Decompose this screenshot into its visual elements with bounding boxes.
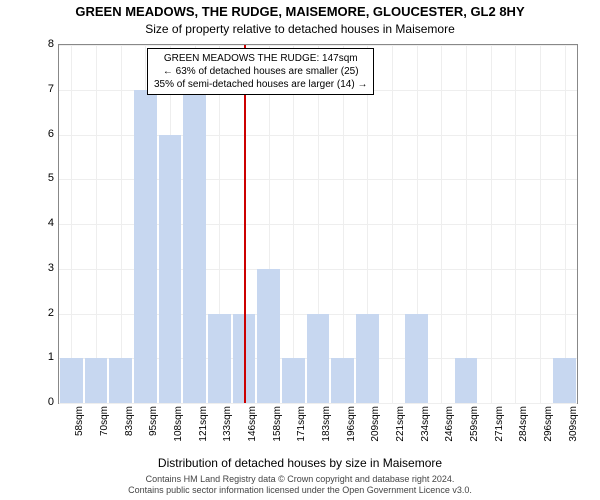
x-tick: 183sqm (321, 406, 332, 442)
bar (282, 358, 305, 403)
x-tick: 209sqm (370, 406, 381, 442)
bar (553, 358, 576, 403)
x-tick: 271sqm (494, 406, 505, 442)
bars (59, 45, 577, 403)
x-tick: 309sqm (568, 406, 579, 442)
y-tick: 5 (34, 172, 54, 184)
x-tick: 296sqm (543, 406, 554, 442)
x-tick: 221sqm (395, 406, 406, 442)
y-tick: 6 (34, 128, 54, 140)
y-tick: 7 (34, 83, 54, 95)
x-tick: 83sqm (124, 406, 135, 436)
bar (60, 358, 83, 403)
x-tick: 95sqm (148, 406, 159, 436)
chart-title: GREEN MEADOWS, THE RUDGE, MAISEMORE, GLO… (0, 4, 600, 19)
x-tick: 133sqm (222, 406, 233, 442)
annotation-box: GREEN MEADOWS THE RUDGE: 147sqm ← 63% of… (147, 48, 374, 95)
chart-container: GREEN MEADOWS, THE RUDGE, MAISEMORE, GLO… (0, 0, 600, 500)
bar (307, 314, 330, 404)
bar (455, 358, 478, 403)
y-tick: 0 (34, 396, 54, 408)
y-tick: 8 (34, 38, 54, 50)
y-ticks: 012345678 (34, 44, 54, 404)
x-tick: 70sqm (99, 406, 110, 436)
bar (109, 358, 132, 403)
bar (208, 314, 231, 404)
x-tick: 158sqm (272, 406, 283, 442)
x-tick: 284sqm (518, 406, 529, 442)
x-axis-label: Distribution of detached houses by size … (0, 456, 600, 470)
chart-subtitle: Size of property relative to detached ho… (0, 22, 600, 36)
x-tick: 234sqm (420, 406, 431, 442)
bar (405, 314, 428, 404)
bar (356, 314, 379, 404)
annotation-line2: ← 63% of detached houses are smaller (25… (154, 65, 367, 78)
x-tick: 146sqm (247, 406, 258, 442)
y-tick: 4 (34, 217, 54, 229)
x-tick: 58sqm (74, 406, 85, 436)
bar (159, 135, 182, 404)
bar (233, 314, 256, 404)
x-tick: 108sqm (173, 406, 184, 442)
attribution-line1: Contains HM Land Registry data © Crown c… (0, 474, 600, 485)
annotation-line3: 35% of semi-detached houses are larger (… (154, 78, 367, 91)
bar (85, 358, 108, 403)
annotation-line1: GREEN MEADOWS THE RUDGE: 147sqm (154, 52, 367, 65)
x-tick: 259sqm (469, 406, 480, 442)
bar (257, 269, 280, 403)
x-tick: 246sqm (444, 406, 455, 442)
bar (331, 358, 354, 403)
bar (134, 90, 157, 403)
y-tick: 1 (34, 351, 54, 363)
x-ticks: 58sqm 70sqm 83sqm 95sqm 108sqm 121sqm 133sqm 14… (58, 406, 578, 462)
x-tick: 171sqm (296, 406, 307, 442)
x-tick: 196sqm (346, 406, 357, 442)
plot-area: GREEN MEADOWS THE RUDGE: 147sqm ← 63% of… (58, 44, 578, 404)
attribution: Contains HM Land Registry data © Crown c… (0, 474, 600, 496)
x-tick: 121sqm (198, 406, 209, 442)
attribution-line2: Contains public sector information licen… (0, 485, 600, 496)
y-tick: 2 (34, 307, 54, 319)
bar (183, 90, 206, 403)
y-tick: 3 (34, 262, 54, 274)
